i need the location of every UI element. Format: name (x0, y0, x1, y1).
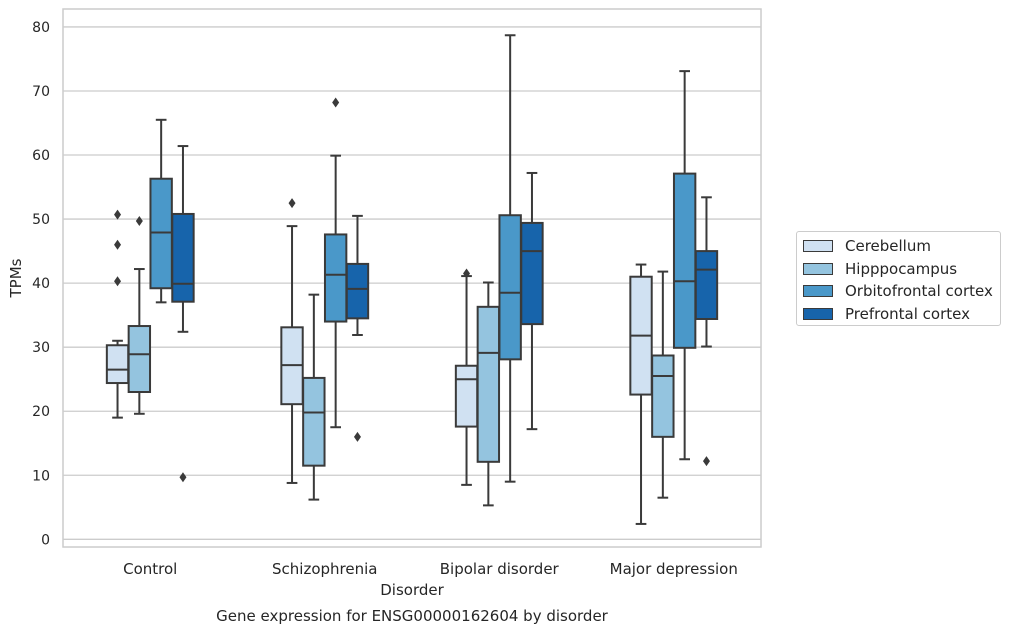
legend-label: Hipppocampus (845, 259, 958, 278)
iqr-box (302, 376, 326, 467)
iqr-box (520, 221, 544, 326)
legend-item-0: Cerebellum (797, 235, 1000, 258)
legend: Cerebellum Hipppocampus Orbitofrontal cort… (796, 231, 1001, 326)
legend-swatch (803, 240, 833, 253)
x-axis-label: Disorder (380, 581, 444, 599)
iqr-box (127, 325, 152, 394)
box-2-2 (498, 34, 522, 483)
iqr-box (476, 305, 501, 463)
legend-item-3: Prefrontal cortex (797, 303, 1000, 326)
legend-label: Cerebellum (845, 237, 931, 256)
y-tick-label-50: 50 (32, 212, 50, 228)
x-tick-label-1: Schizophrenia (272, 560, 377, 578)
y-tick-labels: 0 10 20 30 40 50 60 70 80 (32, 20, 50, 548)
y-tick-label-80: 80 (32, 20, 50, 36)
x-tick-label-2: Bipolar disorder (440, 560, 560, 578)
plot-area-frame (62, 8, 762, 548)
legend-item-1: Hipppocampus (797, 258, 1000, 281)
box-1-0 (127, 215, 152, 415)
outlier-point-0 (353, 431, 361, 442)
iqr-box (694, 250, 719, 320)
legend-swatch (803, 262, 833, 275)
x-tick-labels: Control Schizophrenia Bipolar disorder Majo… (123, 560, 738, 578)
box-3-3 (694, 196, 719, 467)
box-3-0 (171, 145, 195, 483)
box-2-3 (672, 70, 697, 461)
box-3-2 (520, 171, 544, 431)
outlier-point-0 (702, 456, 710, 467)
iqr-box (171, 212, 195, 303)
outlier-point-0 (135, 215, 143, 226)
y-tick-label-40: 40 (32, 276, 50, 292)
chart-caption: Gene expression for ENSG00000162604 by d… (216, 607, 608, 625)
outlier-point-0 (288, 198, 296, 209)
box-1-2 (476, 281, 501, 507)
legend-item-2: Orbitofrontal cortex (797, 280, 1000, 303)
outlier-point-0 (114, 276, 122, 287)
y-axis-label: TPMs (7, 258, 25, 298)
iqr-box (454, 364, 479, 428)
x-tick-label-0: Control (123, 560, 177, 578)
y-tick-label-70: 70 (32, 84, 50, 100)
iqr-box (672, 172, 697, 349)
iqr-box (105, 344, 130, 385)
box-2-1 (323, 97, 348, 429)
iqr-box (323, 233, 348, 323)
y-tick-label-60: 60 (32, 148, 50, 164)
box-0-1 (280, 198, 304, 484)
y-tick-label-20: 20 (32, 404, 50, 420)
box-2-0 (149, 118, 173, 304)
iqr-box (651, 354, 675, 438)
legend-label: Prefrontal cortex (845, 304, 970, 323)
box-plot-series (105, 34, 719, 525)
box-1-1 (302, 293, 326, 501)
outlier-point-0 (463, 268, 471, 279)
y-tick-label-0: 0 (41, 532, 50, 548)
y-tick-label-30: 30 (32, 340, 50, 356)
outlier-point-0 (179, 472, 187, 483)
box-1-3 (651, 270, 675, 499)
legend-label: Orbitofrontal cortex (845, 282, 993, 301)
outlier-point-2 (114, 209, 122, 220)
box-3-1 (345, 214, 370, 442)
legend-swatch (803, 285, 833, 298)
box-0-2 (454, 268, 479, 486)
x-tick-label-3: Major depression (610, 560, 738, 578)
iqr-box (498, 214, 522, 361)
box-0-3 (629, 263, 653, 525)
outlier-point-0 (332, 97, 340, 108)
y-tick-label-10: 10 (32, 468, 50, 484)
iqr-box (345, 262, 370, 320)
outlier-point-1 (114, 239, 122, 250)
box-0-0 (105, 209, 130, 419)
legend-swatch (803, 307, 833, 320)
